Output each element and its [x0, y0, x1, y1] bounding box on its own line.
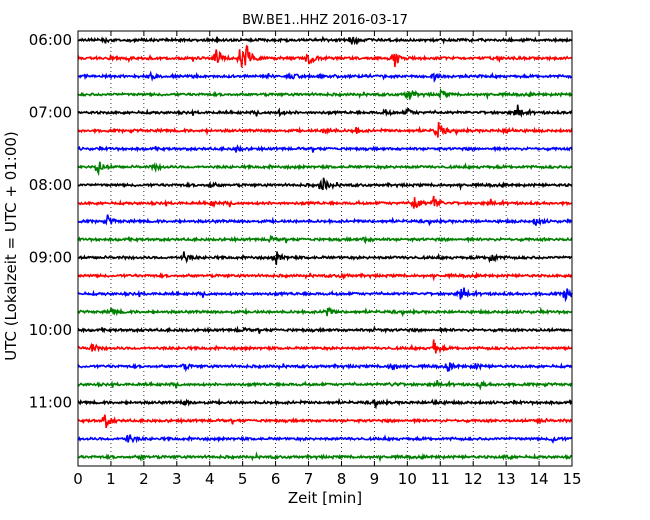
- x-tick-label: 2: [139, 470, 149, 488]
- trace-0845: [77, 234, 573, 245]
- y-tick-label: 07:00: [29, 104, 72, 122]
- grid-lines: [110, 31, 540, 466]
- x-tick-label: 0: [73, 470, 83, 488]
- x-tick-label: 8: [337, 470, 347, 488]
- trace-0900: [77, 251, 573, 265]
- trace-1030: [77, 362, 573, 373]
- trace-0600: [77, 35, 573, 46]
- trace-0815: [77, 195, 573, 209]
- x-tick-label: 6: [271, 470, 281, 488]
- x-axis-label: Zeit [min]: [288, 489, 362, 507]
- trace-1000: [77, 325, 573, 334]
- seismic-traces: [77, 35, 573, 463]
- y-axis-ticks: 06:00 07:00 08:00 09:00 10:00 11:00: [29, 31, 572, 412]
- trace-0615: [77, 44, 572, 68]
- x-tick-label: 3: [172, 470, 182, 488]
- trace-0930: [77, 287, 573, 303]
- x-tick-label: 7: [304, 470, 314, 488]
- trace-1115: [77, 414, 573, 428]
- x-tick-label: 4: [205, 470, 215, 488]
- trace-0730: [77, 144, 573, 153]
- trace-0630: [77, 70, 572, 83]
- x-tick-label: 1: [106, 470, 116, 488]
- trace-1045: [77, 379, 573, 391]
- trace-0715: [77, 121, 573, 138]
- y-tick-label: 06:00: [29, 31, 72, 49]
- trace-1100: [77, 397, 573, 410]
- trace-1015: [77, 339, 573, 354]
- x-tick-label: 11: [431, 470, 450, 488]
- y-axis-label: UTC (Lokalzeit = UTC + 01:00): [2, 131, 20, 361]
- x-tick-label: 12: [464, 470, 483, 488]
- trace-0945: [77, 306, 573, 318]
- trace-0700: [77, 104, 573, 119]
- y-tick-label: 11:00: [29, 394, 72, 412]
- trace-1145: [77, 451, 573, 463]
- chart-title: BW.BE1..HHZ 2016-03-17: [242, 13, 408, 28]
- x-tick-label: 15: [562, 470, 581, 488]
- x-tick-label: 9: [370, 470, 380, 488]
- x-tick-label: 10: [398, 470, 417, 488]
- trace-1130: [77, 434, 573, 444]
- trace-0830: [77, 214, 573, 227]
- y-tick-label: 09:00: [29, 249, 72, 267]
- x-tick-label: 13: [497, 470, 516, 488]
- x-tick-label: 14: [530, 470, 549, 488]
- trace-0915: [77, 271, 573, 282]
- trace-0800: [77, 177, 573, 191]
- x-axis-ticks: 0 1 2 3 4 5 6 7 8 9 10 11 12 13 14 15: [73, 31, 582, 488]
- y-tick-label: 08:00: [29, 176, 72, 194]
- x-tick-label: 5: [238, 470, 248, 488]
- trace-0745: [77, 161, 573, 177]
- y-tick-label: 10:00: [29, 321, 72, 339]
- trace-0645: [77, 87, 573, 101]
- plot-frame: [77, 30, 573, 467]
